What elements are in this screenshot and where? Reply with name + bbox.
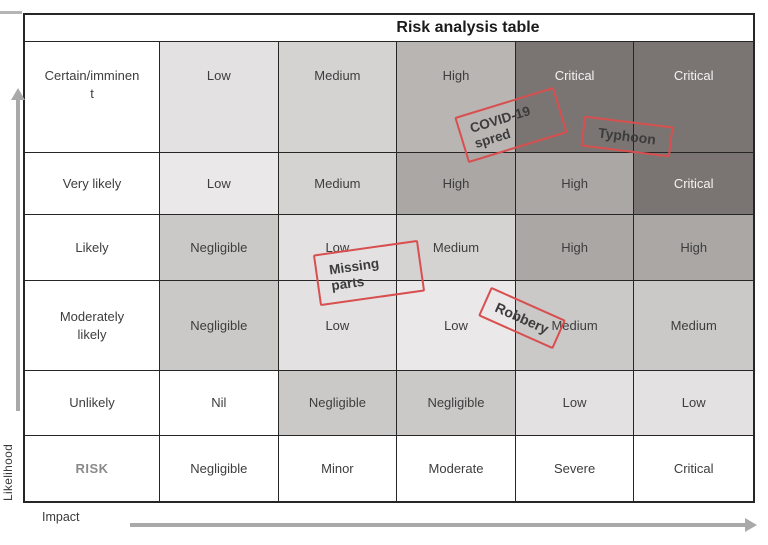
risk-cell: High bbox=[515, 153, 635, 215]
risk-matrix-table: Risk analysis table Certain/imminen t Lo… bbox=[23, 13, 755, 503]
impact-header-negligible: Negligible bbox=[160, 436, 279, 501]
risk-cell: Low bbox=[515, 371, 635, 436]
risk-cell: High bbox=[397, 153, 516, 215]
risk-cell: Medium bbox=[515, 281, 635, 371]
risk-cell: High bbox=[634, 215, 753, 281]
impact-header-minor: Minor bbox=[278, 436, 398, 501]
risk-cell: Low bbox=[278, 215, 398, 281]
risk-cell: Medium bbox=[397, 215, 516, 281]
likelihood-label-moderately-likely: Moderately likely bbox=[25, 281, 160, 371]
arrow-right-icon bbox=[745, 518, 757, 532]
risk-cell: Negligible bbox=[278, 371, 398, 436]
impact-header-severe: Severe bbox=[515, 436, 635, 501]
impact-axis-label: Impact bbox=[42, 510, 80, 524]
risk-cell: Negligible bbox=[397, 371, 516, 436]
arrow-up-icon bbox=[11, 88, 25, 100]
risk-cell: Low bbox=[397, 281, 516, 371]
corner-tick-mark bbox=[0, 11, 22, 14]
risk-cell: Critical bbox=[634, 42, 753, 153]
impact-axis-arrow bbox=[130, 523, 746, 527]
risk-cell: High bbox=[515, 215, 635, 281]
risk-cell: Critical bbox=[515, 42, 635, 153]
risk-cell: Medium bbox=[634, 281, 753, 371]
likelihood-label-very-likely: Very likely bbox=[25, 153, 160, 215]
risk-corner-label: RISK bbox=[25, 436, 160, 501]
risk-cell: Low bbox=[634, 371, 753, 436]
impact-header-moderate: Moderate bbox=[397, 436, 516, 501]
risk-cell: Medium bbox=[278, 42, 398, 153]
risk-cell: Negligible bbox=[160, 281, 279, 371]
likelihood-label-certain: Certain/imminen t bbox=[25, 42, 160, 153]
risk-cell: Negligible bbox=[160, 215, 279, 281]
risk-cell: Low bbox=[160, 42, 279, 153]
risk-cell: Nil bbox=[160, 371, 279, 436]
likelihood-label-likely: Likely bbox=[25, 215, 160, 281]
likelihood-axis-label: Likelihood bbox=[1, 443, 15, 501]
likelihood-axis-arrow bbox=[16, 99, 20, 411]
risk-cell: Low bbox=[160, 153, 279, 215]
page-title: Risk analysis table bbox=[25, 15, 753, 42]
risk-cell: High bbox=[397, 42, 516, 153]
risk-cell: Critical bbox=[634, 153, 753, 215]
risk-cell: Medium bbox=[278, 153, 398, 215]
risk-cell: Low bbox=[278, 281, 398, 371]
likelihood-label-unlikely: Unlikely bbox=[25, 371, 160, 436]
impact-header-critical: Critical bbox=[634, 436, 753, 501]
